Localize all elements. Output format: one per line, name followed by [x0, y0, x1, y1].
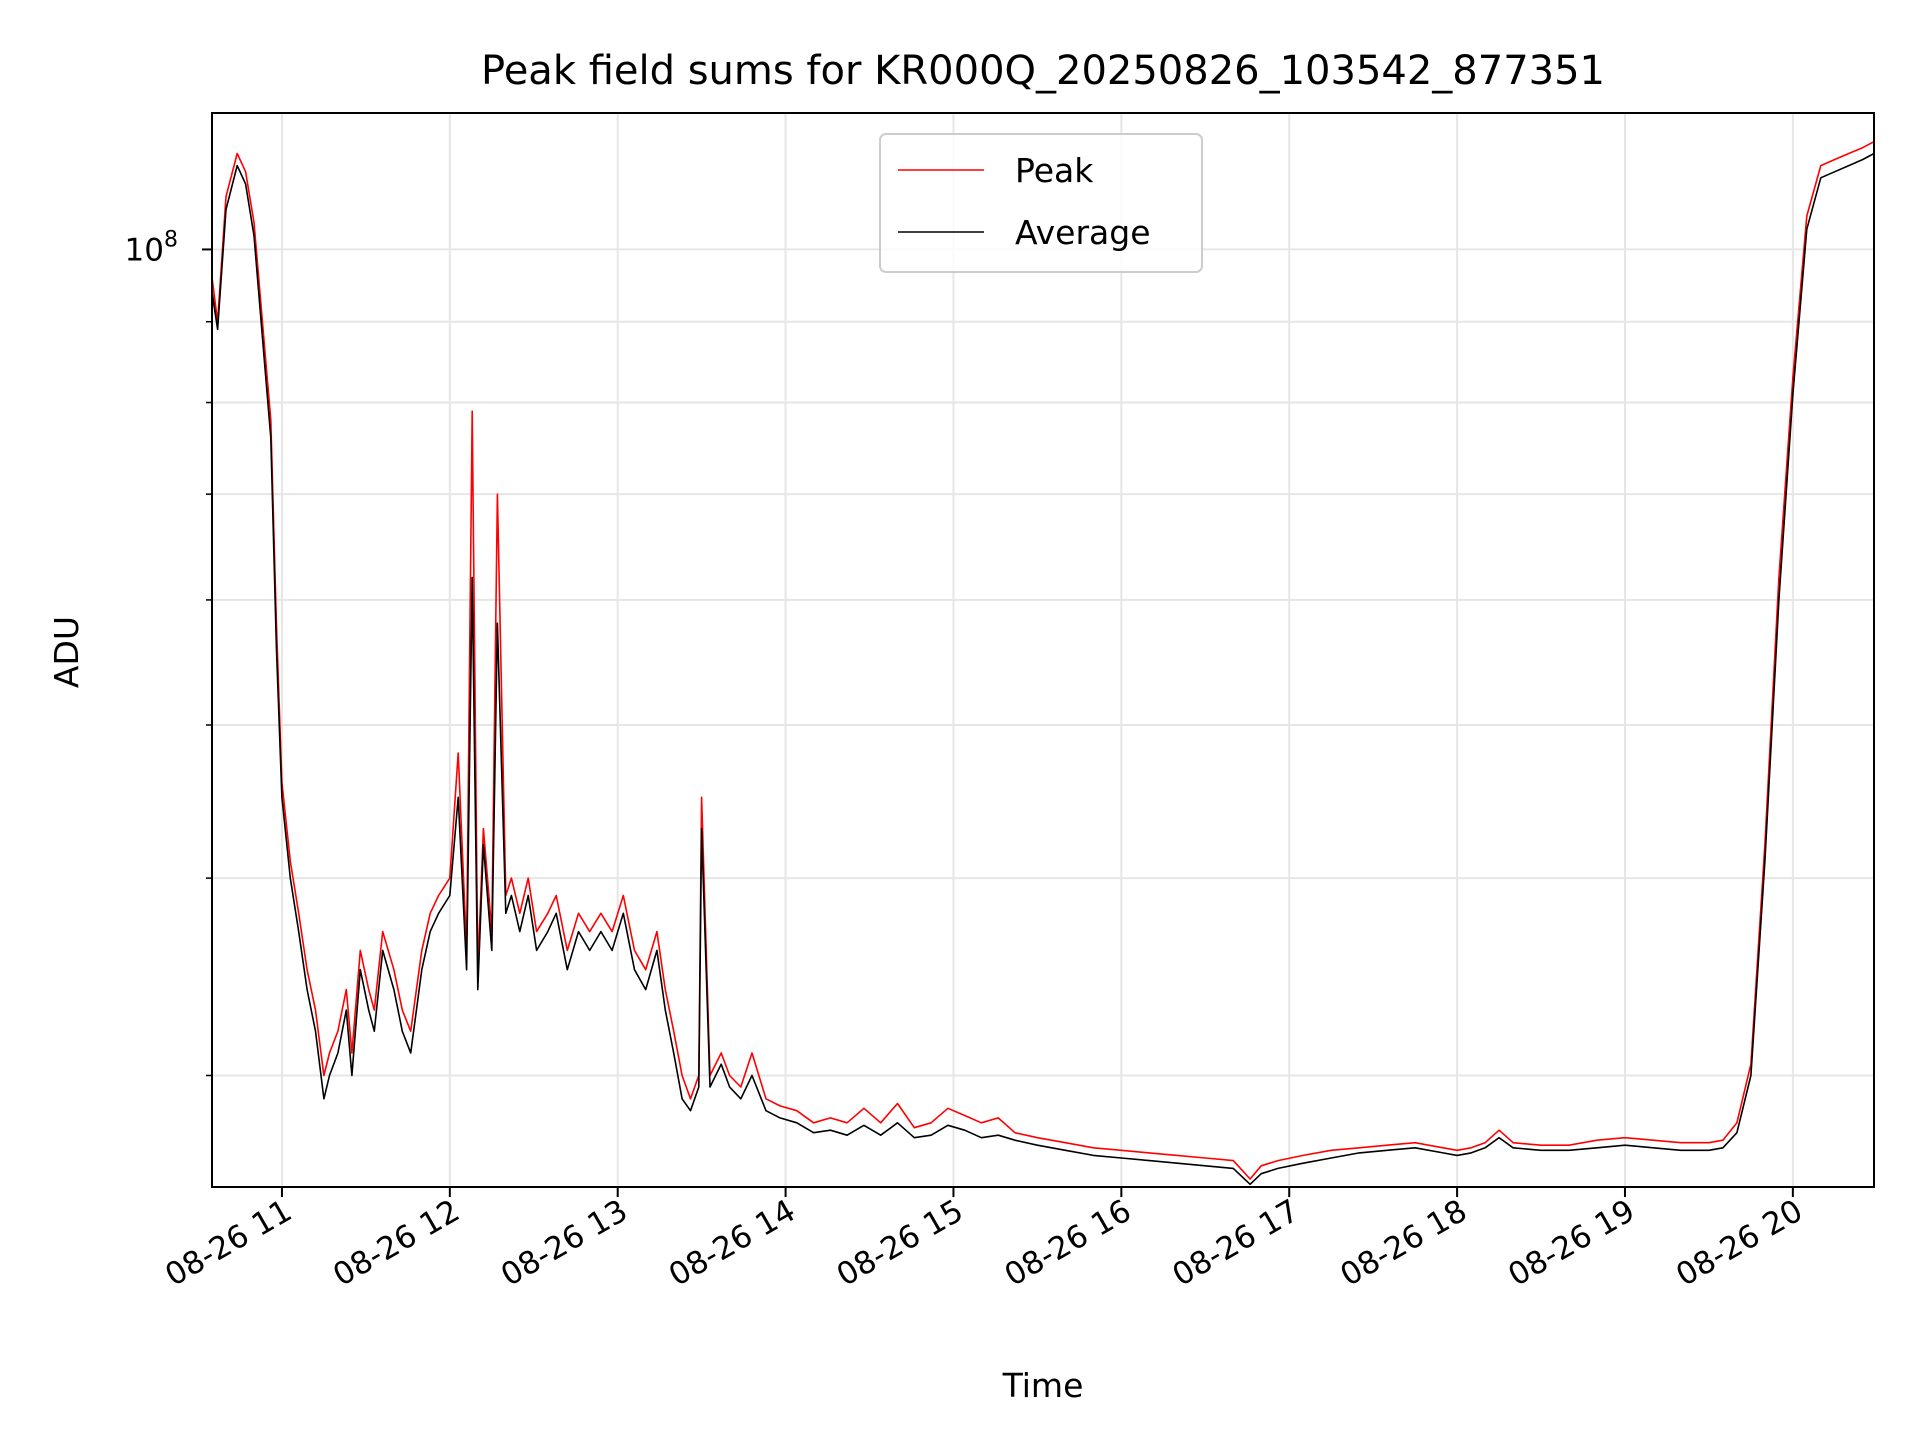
legend-peak-label: Peak	[1015, 151, 1094, 190]
x-axis-label: Time	[1002, 1366, 1084, 1405]
y-axis-ticks	[202, 248, 212, 1077]
y-axis-label: ADU	[47, 616, 86, 688]
series-line-average	[211, 152, 1875, 1186]
series-line-peak	[211, 140, 1875, 1180]
legend-average-label: Average	[1015, 213, 1151, 252]
legend: Peak Average	[879, 133, 1203, 273]
chart-title: Peak field sums for KR000Q_20250826_1035…	[481, 48, 1605, 94]
legend-box	[879, 133, 1203, 273]
plot-lines	[211, 140, 1875, 1186]
y-tick-label-major: 108	[125, 227, 178, 268]
plot-frame	[211, 112, 1875, 1188]
